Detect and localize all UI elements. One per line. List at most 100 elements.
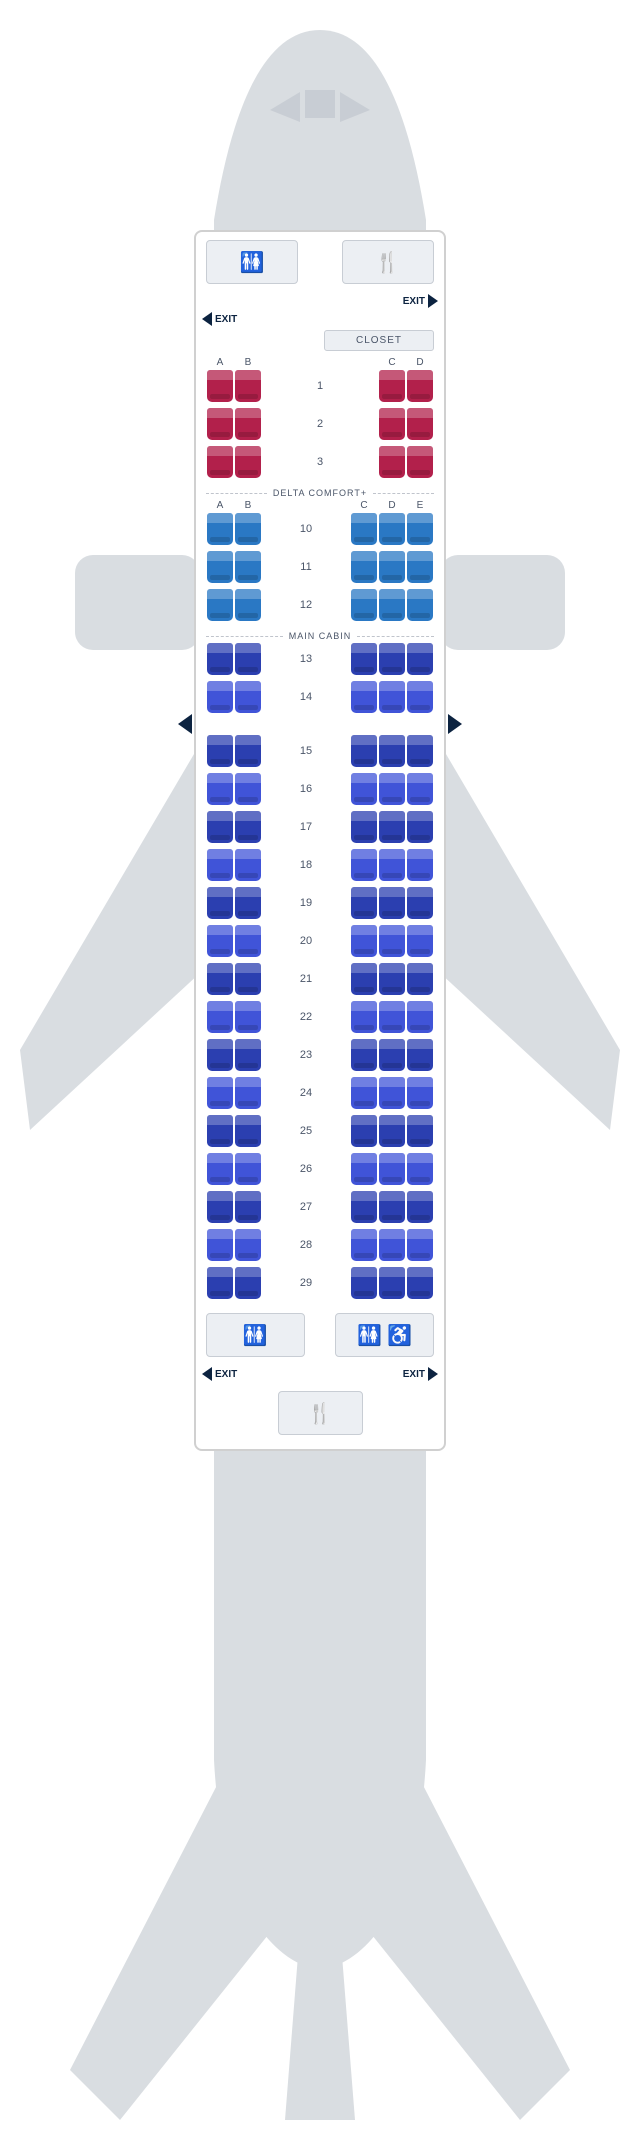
seat[interactable] xyxy=(379,1191,405,1223)
seat[interactable] xyxy=(207,446,233,478)
seat[interactable] xyxy=(407,408,433,440)
seat[interactable] xyxy=(379,811,405,843)
seat[interactable] xyxy=(235,1077,261,1109)
seat[interactable] xyxy=(207,773,233,805)
seat[interactable] xyxy=(207,370,233,402)
seat[interactable] xyxy=(407,811,433,843)
seat[interactable] xyxy=(407,446,433,478)
seat[interactable] xyxy=(351,1039,377,1071)
seat[interactable] xyxy=(235,1001,261,1033)
seat[interactable] xyxy=(207,887,233,919)
seat[interactable] xyxy=(379,513,405,545)
seat[interactable] xyxy=(351,1001,377,1033)
seat[interactable] xyxy=(407,1267,433,1299)
seat[interactable] xyxy=(207,925,233,957)
seat[interactable] xyxy=(207,1267,233,1299)
seat[interactable] xyxy=(235,963,261,995)
seat[interactable] xyxy=(235,1229,261,1261)
seat[interactable] xyxy=(351,925,377,957)
seat[interactable] xyxy=(235,1115,261,1147)
seat[interactable] xyxy=(407,1039,433,1071)
seat[interactable] xyxy=(207,1001,233,1033)
seat[interactable] xyxy=(407,681,433,713)
seat[interactable] xyxy=(379,963,405,995)
seat[interactable] xyxy=(351,849,377,881)
seat[interactable] xyxy=(407,773,433,805)
seat[interactable] xyxy=(351,1115,377,1147)
seat[interactable] xyxy=(207,849,233,881)
seat[interactable] xyxy=(207,811,233,843)
seat[interactable] xyxy=(407,925,433,957)
seat[interactable] xyxy=(351,643,377,675)
seat[interactable] xyxy=(351,1077,377,1109)
seat[interactable] xyxy=(379,1039,405,1071)
seat[interactable] xyxy=(379,681,405,713)
seat[interactable] xyxy=(379,551,405,583)
seat[interactable] xyxy=(207,1077,233,1109)
seat[interactable] xyxy=(407,551,433,583)
seat[interactable] xyxy=(235,408,261,440)
seat[interactable] xyxy=(407,1115,433,1147)
seat[interactable] xyxy=(379,887,405,919)
seat[interactable] xyxy=(235,735,261,767)
seat[interactable] xyxy=(407,643,433,675)
seat[interactable] xyxy=(351,963,377,995)
seat[interactable] xyxy=(235,1191,261,1223)
seat[interactable] xyxy=(235,887,261,919)
seat[interactable] xyxy=(207,1153,233,1185)
seat[interactable] xyxy=(407,1001,433,1033)
seat[interactable] xyxy=(379,773,405,805)
seat[interactable] xyxy=(407,589,433,621)
seat[interactable] xyxy=(407,370,433,402)
seat[interactable] xyxy=(207,681,233,713)
seat[interactable] xyxy=(351,773,377,805)
seat[interactable] xyxy=(207,513,233,545)
seat[interactable] xyxy=(407,513,433,545)
seat[interactable] xyxy=(207,1191,233,1223)
seat[interactable] xyxy=(379,408,405,440)
seat[interactable] xyxy=(407,735,433,767)
seat[interactable] xyxy=(207,735,233,767)
seat[interactable] xyxy=(407,1077,433,1109)
seat[interactable] xyxy=(351,1191,377,1223)
seat[interactable] xyxy=(379,1267,405,1299)
seat[interactable] xyxy=(207,408,233,440)
seat[interactable] xyxy=(379,1229,405,1261)
seat[interactable] xyxy=(235,773,261,805)
seat[interactable] xyxy=(351,1267,377,1299)
seat[interactable] xyxy=(407,1229,433,1261)
seat[interactable] xyxy=(379,1077,405,1109)
seat[interactable] xyxy=(235,643,261,675)
seat[interactable] xyxy=(351,735,377,767)
seat[interactable] xyxy=(379,1001,405,1033)
seat[interactable] xyxy=(407,1153,433,1185)
seat[interactable] xyxy=(235,925,261,957)
seat[interactable] xyxy=(351,513,377,545)
seat[interactable] xyxy=(379,1115,405,1147)
seat[interactable] xyxy=(235,446,261,478)
seat[interactable] xyxy=(235,589,261,621)
seat[interactable] xyxy=(407,963,433,995)
seat[interactable] xyxy=(235,1153,261,1185)
seat[interactable] xyxy=(379,735,405,767)
seat[interactable] xyxy=(207,551,233,583)
seat[interactable] xyxy=(235,681,261,713)
seat[interactable] xyxy=(351,1229,377,1261)
seat[interactable] xyxy=(379,643,405,675)
seat[interactable] xyxy=(379,925,405,957)
seat[interactable] xyxy=(379,1153,405,1185)
seat[interactable] xyxy=(407,849,433,881)
seat[interactable] xyxy=(351,589,377,621)
seat[interactable] xyxy=(351,811,377,843)
seat[interactable] xyxy=(235,1267,261,1299)
seat[interactable] xyxy=(207,1229,233,1261)
seat[interactable] xyxy=(379,370,405,402)
seat[interactable] xyxy=(235,1039,261,1071)
seat[interactable] xyxy=(407,1191,433,1223)
seat[interactable] xyxy=(207,1115,233,1147)
seat[interactable] xyxy=(351,1153,377,1185)
seat[interactable] xyxy=(407,887,433,919)
seat[interactable] xyxy=(235,551,261,583)
seat[interactable] xyxy=(351,551,377,583)
seat[interactable] xyxy=(235,811,261,843)
